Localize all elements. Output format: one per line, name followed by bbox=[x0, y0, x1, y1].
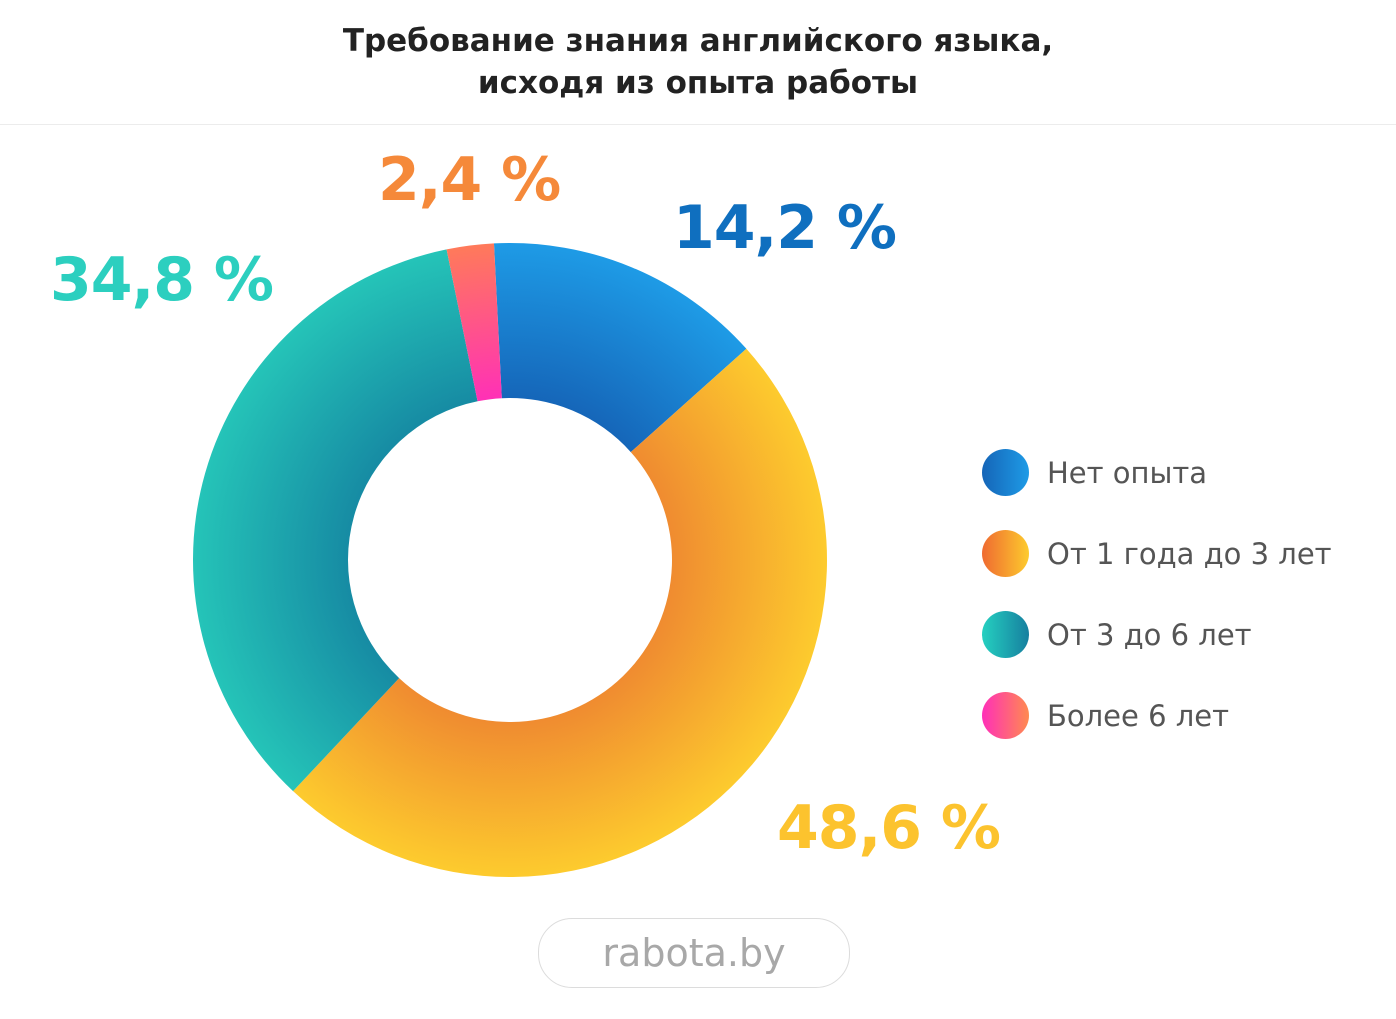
title-line-2: исходя из опыта работы bbox=[477, 65, 919, 101]
legend-swatch bbox=[982, 530, 1029, 577]
label-slice-1: 48,6 % bbox=[777, 793, 1001, 863]
legend-label: От 3 до 6 лет bbox=[1047, 617, 1252, 652]
title-line-1: Требование знания английского языка, bbox=[342, 23, 1054, 59]
label-slice-2: 34,8 % bbox=[50, 245, 274, 315]
slice-1 bbox=[293, 348, 828, 878]
slice-2 bbox=[192, 249, 478, 792]
legend-label: Более 6 лет bbox=[1047, 698, 1230, 733]
legend-label: От 1 года до 3 лет bbox=[1047, 536, 1332, 571]
chart-title: Требование знания английского языка, исх… bbox=[0, 20, 1396, 104]
label-slice-3: 2,4 % bbox=[378, 145, 561, 215]
legend-item: От 3 до 6 лет bbox=[982, 594, 1332, 675]
slice-0 bbox=[493, 243, 747, 453]
label-slice-0: 14,2 % bbox=[673, 193, 897, 263]
watermark: rabota.by bbox=[538, 918, 850, 988]
divider bbox=[0, 124, 1396, 125]
legend-swatch bbox=[982, 449, 1029, 496]
slice-3 bbox=[446, 243, 502, 402]
legend-item: Нет опыта bbox=[982, 432, 1332, 513]
legend: Нет опыта От 1 года до 3 лет От 3 до 6 л… bbox=[982, 432, 1332, 756]
legend-swatch bbox=[982, 611, 1029, 658]
legend-swatch bbox=[982, 692, 1029, 739]
legend-label: Нет опыта bbox=[1047, 455, 1208, 490]
legend-item: От 1 года до 3 лет bbox=[982, 513, 1332, 594]
legend-item: Более 6 лет bbox=[982, 675, 1332, 756]
